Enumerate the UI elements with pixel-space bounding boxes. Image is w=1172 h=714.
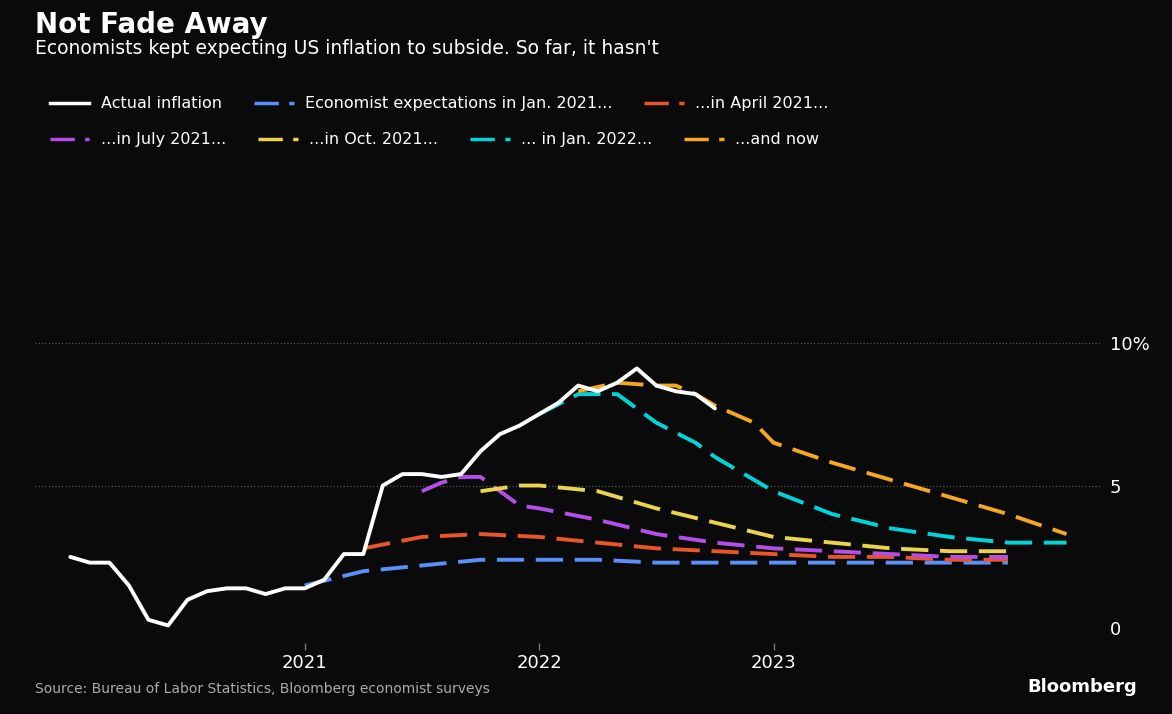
Legend: ...in July 2021..., ...in Oct. 2021..., ... in Jan. 2022..., ...and now: ...in July 2021..., ...in Oct. 2021..., …: [43, 126, 826, 154]
Legend: Actual inflation, Economist expectations in Jan. 2021..., ...in April 2021...: Actual inflation, Economist expectations…: [43, 90, 834, 118]
Text: Not Fade Away: Not Fade Away: [35, 11, 267, 39]
Text: Bloomberg: Bloomberg: [1027, 678, 1137, 696]
Text: Economists kept expecting US inflation to subside. So far, it hasn't: Economists kept expecting US inflation t…: [35, 39, 659, 59]
Text: Source: Bureau of Labor Statistics, Bloomberg economist surveys: Source: Bureau of Labor Statistics, Bloo…: [35, 682, 490, 696]
